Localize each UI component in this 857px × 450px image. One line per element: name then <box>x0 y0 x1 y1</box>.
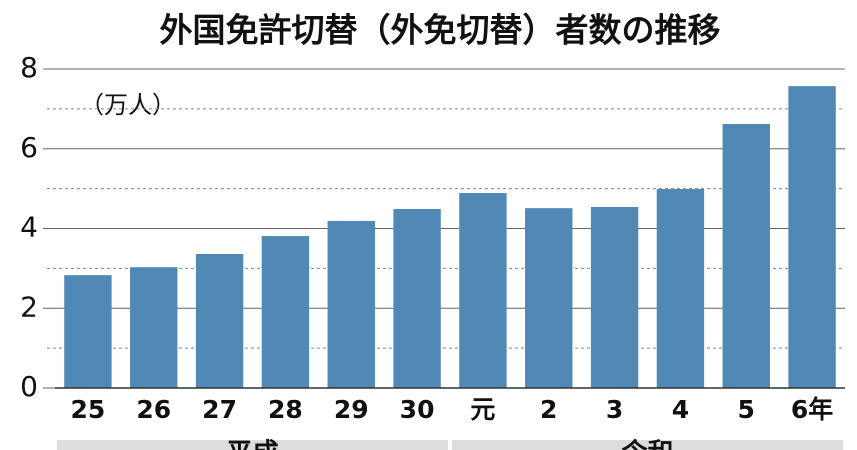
x-tick-label: 29 <box>334 395 369 424</box>
x-tick-label: 4 <box>672 395 689 424</box>
bar <box>327 220 375 388</box>
x-tick-label: 26 <box>136 395 171 424</box>
x-tick-label: 3 <box>606 395 623 424</box>
bar <box>195 254 244 388</box>
y-tick-label: 0 <box>20 370 38 403</box>
bar <box>525 208 573 388</box>
bar <box>656 189 705 388</box>
x-tick-label: 6年 <box>791 395 833 424</box>
unit-label: （万人） <box>80 91 176 119</box>
y-tick-label: 4 <box>20 211 38 244</box>
bar <box>261 236 310 388</box>
bar <box>130 267 178 388</box>
x-tick-label: 30 <box>400 395 435 424</box>
x-tick-label: 2 <box>540 395 557 424</box>
x-tick-label: 元 <box>470 395 495 424</box>
group-bar <box>57 440 448 450</box>
x-tick-label: 28 <box>268 395 303 424</box>
x-tick-label: 25 <box>71 395 106 424</box>
x-tick-label: 5 <box>738 395 755 424</box>
y-tick-label: 8 <box>20 51 38 84</box>
bar <box>393 208 441 388</box>
bar <box>590 206 639 388</box>
x-tick-label: 27 <box>202 395 237 424</box>
bar <box>722 124 770 388</box>
bar <box>459 193 507 388</box>
y-tick-label: 2 <box>20 290 38 323</box>
group-bar <box>452 440 843 450</box>
group-label: 平成 <box>226 439 278 450</box>
y-tick-label: 6 <box>20 131 38 164</box>
bar <box>64 275 112 388</box>
bar <box>788 86 836 389</box>
chart-title: 外国免許切替（外免切替）者数の推移 <box>160 11 721 50</box>
group-label: 令和 <box>621 438 673 450</box>
